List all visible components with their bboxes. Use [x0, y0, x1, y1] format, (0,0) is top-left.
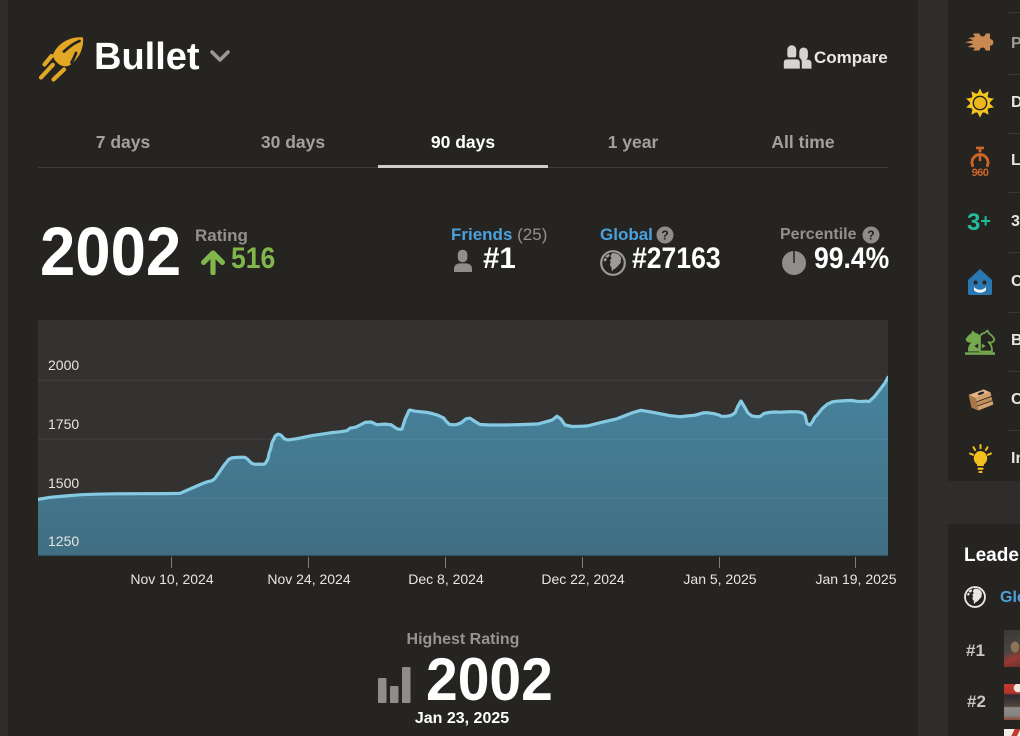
- svg-text:960: 960: [972, 167, 989, 177]
- svg-text:?: ?: [867, 229, 875, 243]
- svg-text:?: ?: [661, 229, 669, 243]
